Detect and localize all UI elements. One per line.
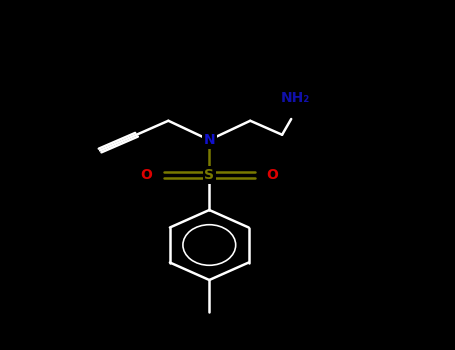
Text: NH₂: NH₂	[281, 91, 310, 105]
Text: O: O	[266, 168, 278, 182]
Text: S: S	[204, 168, 214, 182]
Text: O: O	[141, 168, 152, 182]
Text: N: N	[203, 133, 215, 147]
